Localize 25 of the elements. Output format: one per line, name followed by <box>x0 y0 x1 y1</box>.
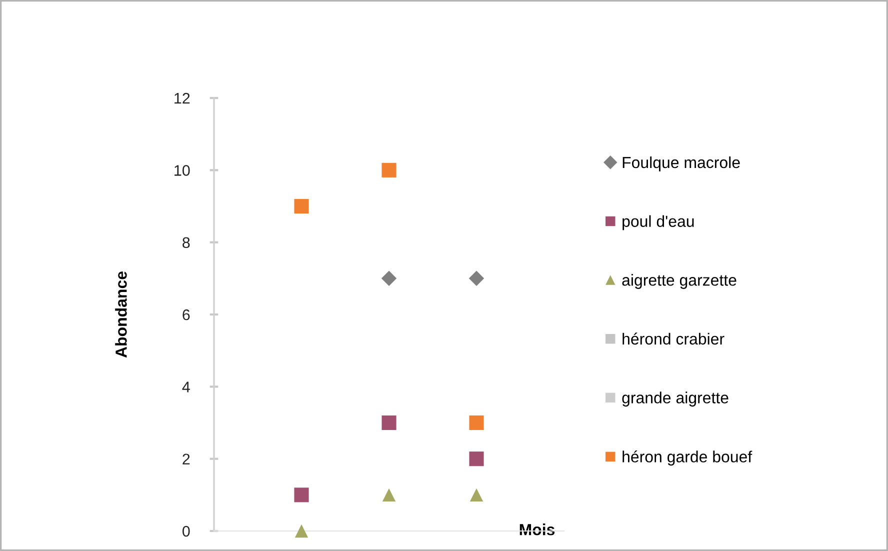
y-tick-label: 12 <box>174 92 190 104</box>
point <box>382 162 396 178</box>
legend-label: poul d'eau <box>622 215 694 230</box>
point <box>470 488 484 502</box>
legend-label: hérond crabier <box>622 332 724 345</box>
point <box>468 270 484 286</box>
point <box>469 452 484 466</box>
legend-label: aigrette garzette <box>622 274 736 289</box>
legend-label: grande aigrette <box>622 392 728 407</box>
y-tick-label: 0 <box>182 526 190 537</box>
y-tick-label: 2 <box>182 454 190 464</box>
point <box>382 488 396 502</box>
legend-label: Foulque macrole <box>622 156 740 172</box>
y-tick-label: 6 <box>182 309 190 320</box>
legend-label: héron garde bouef <box>622 450 752 466</box>
y-tick-label: 4 <box>182 382 190 392</box>
y-tick-label: 8 <box>182 237 190 248</box>
point <box>294 524 308 538</box>
point <box>382 415 396 430</box>
point <box>294 198 309 214</box>
y-tick-label: 10 <box>174 165 190 176</box>
point <box>294 488 309 502</box>
point <box>381 270 397 286</box>
y-axis-title: Abondance <box>115 272 127 358</box>
point <box>469 415 484 430</box>
